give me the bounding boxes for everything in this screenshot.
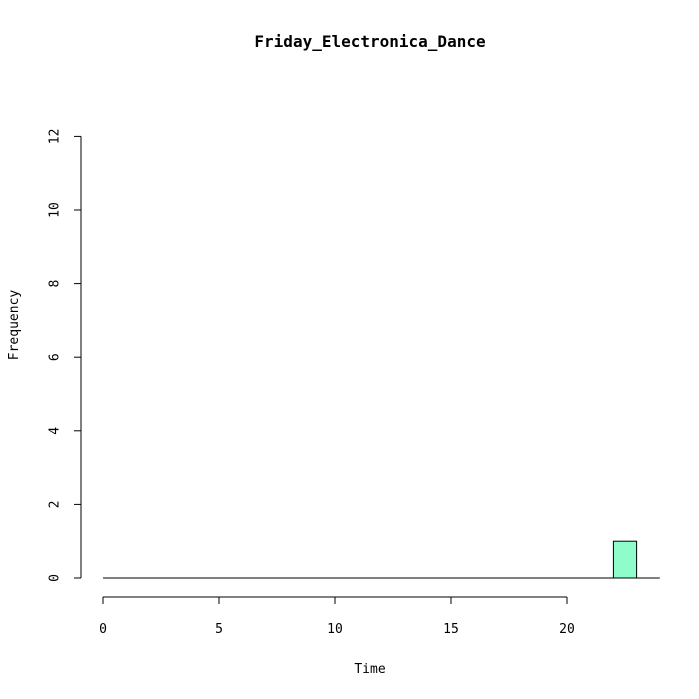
y-tick-label-0: 0	[48, 574, 63, 582]
chart-title: Friday_Electronica_Dance	[254, 32, 485, 51]
histogram-bar-22	[612, 540, 638, 579]
x-axis-ticks: 0 5 10 15 20	[99, 597, 575, 637]
y-tick-label-4: 8	[48, 280, 63, 288]
x-tick-label-2: 10	[327, 622, 343, 637]
y-tick-label-3: 6	[48, 353, 63, 361]
y-tick-label-1: 2	[48, 500, 63, 508]
x-axis-label: Time	[354, 662, 385, 677]
y-axis-ticks: 0 2 4 6 8 10 12	[48, 129, 81, 582]
y-axis-label: Frequency	[7, 290, 22, 361]
y-tick-label-6: 12	[48, 129, 63, 145]
bars-layer	[103, 540, 660, 579]
x-tick-label-0: 0	[99, 622, 107, 637]
x-tick-label-4: 20	[559, 622, 575, 637]
y-tick-label-5: 10	[48, 202, 63, 218]
y-tick-label-2: 4	[48, 427, 63, 435]
x-tick-label-1: 5	[215, 622, 223, 637]
x-tick-label-3: 15	[443, 622, 459, 637]
